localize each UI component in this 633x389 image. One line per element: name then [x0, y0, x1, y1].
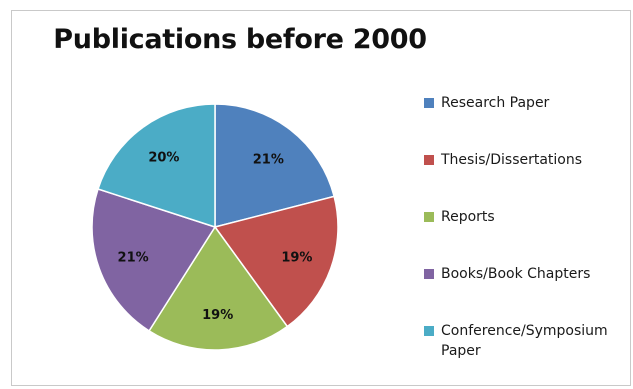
- chart-title: Publications before 2000: [53, 24, 427, 55]
- legend-swatch: [424, 155, 434, 165]
- legend-swatch: [424, 269, 434, 279]
- legend-label: Research Paper: [441, 95, 550, 111]
- legend-item-2: Thesis/Dissertations: [424, 150, 629, 207]
- legend-item-4: Books/Book Chapters: [424, 264, 629, 321]
- slice-data-label-4: 21%: [118, 251, 149, 266]
- slice-data-label-2: 19%: [281, 251, 312, 266]
- legend-label: Thesis/Dissertations: [441, 152, 583, 168]
- legend-item-1: Research Paper: [424, 93, 629, 150]
- legend-swatch: [424, 98, 434, 108]
- slice-data-label-3: 19%: [202, 308, 233, 323]
- legend-label: Conference/Symposium Paper: [441, 323, 608, 359]
- legend-item-3: Reports: [424, 207, 629, 264]
- legend-swatch: [424, 326, 434, 336]
- pie-slice-1: [214, 103, 336, 228]
- legend-label: Books/Book Chapters: [441, 266, 591, 282]
- pie-slice-2: [213, 195, 339, 328]
- legend-swatch: [424, 212, 434, 222]
- legend-item-5: Conference/Symposium Paper: [424, 321, 629, 378]
- slice-data-label-5: 20%: [148, 151, 179, 166]
- legend-label: Reports: [441, 209, 495, 225]
- pie-slice-4: [91, 188, 217, 332]
- pie-slice-5: [97, 103, 216, 229]
- pie-slice-3: [148, 225, 289, 351]
- slice-data-label-1: 21%: [253, 152, 284, 167]
- chart-legend: Research Paper Thesis/Dissertations Report…: [424, 93, 629, 378]
